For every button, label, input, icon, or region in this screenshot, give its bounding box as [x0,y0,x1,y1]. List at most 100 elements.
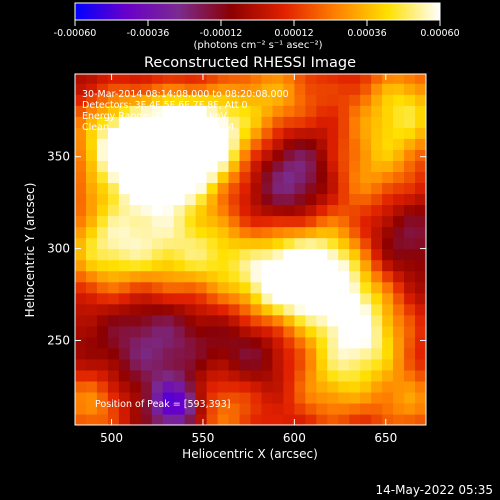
heatmap-cell [338,303,350,316]
heatmap-cell [327,292,339,305]
annotation-algorithm: Clean Total counts: 1.45E+04 [82,122,234,133]
heatmap-cell [294,182,306,195]
heatmap-cell [228,248,241,261]
heatmap-cell [272,303,285,316]
heatmap-cell [327,391,339,404]
heatmap-cell [360,127,372,139]
heatmap-cell [371,116,383,128]
heatmap-cell [250,127,263,139]
heatmap-cell [140,413,153,425]
heatmap-cell [96,336,109,349]
colorbar-tick-label: -0.00036 [127,28,170,39]
heatmap-cell [327,193,339,206]
heatmap-cell [261,259,274,272]
heatmap-cell [173,358,186,371]
heatmap-cell [338,358,350,371]
heatmap-cell [228,116,241,128]
heatmap-cell [118,193,131,206]
heatmap-cell [283,303,295,316]
heatmap-cell [382,237,394,250]
heatmap-cell [195,358,208,371]
heatmap-cell [217,292,230,305]
heatmap-cell [415,303,426,316]
heatmap-cell [140,193,153,206]
heatmap-cell [228,358,241,371]
heatmap-cell [85,138,98,150]
heatmap-cell [371,270,383,283]
heatmap-cell [371,347,383,360]
heatmap-cell [371,314,383,327]
heatmap-cell [129,325,142,338]
heatmap-cell [382,402,394,415]
heatmap-cell [338,402,350,415]
heatmap-cell [173,171,186,184]
heatmap-cell [75,149,87,161]
heatmap-cell [184,74,197,84]
heatmap-cell [162,314,175,327]
heatmap-cell [162,336,175,349]
heatmap-cell [349,193,361,206]
heatmap-cell [283,149,295,161]
heatmap-cell [349,336,361,349]
heatmap-cell [162,325,175,338]
heatmap-cell [382,127,394,139]
heatmap-cell [162,270,175,283]
heatmap-cell [349,94,361,106]
heatmap-cell [173,325,186,338]
heatmap-cell [206,171,219,184]
heatmap-cell [382,391,394,404]
heatmap-cell [195,259,208,272]
heatmap-cell [250,116,263,128]
heatmap-cell [195,347,208,360]
heatmap-cell [162,116,175,128]
heatmap-cell [162,347,175,360]
heatmap-cell [393,336,405,349]
heatmap-cell [338,347,350,360]
heatmap-cell [305,413,317,425]
colorbar: -0.00060 -0.00036 -0.00012 0.00012 0.00036 0.… [54,2,460,51]
heatmap-cell [217,314,230,327]
heatmap-cell [239,325,252,338]
heatmap-cell [151,138,164,150]
heatmap-cell [305,171,317,184]
heatmap-cell [382,182,394,195]
heatmap-cell [96,402,109,415]
heatmap-cell [316,215,328,228]
heatmap-cell [107,149,120,161]
heatmap-cell [261,226,274,239]
heatmap-cell [184,226,197,239]
heatmap-cell [75,182,87,195]
heatmap-cell [184,347,197,360]
heatmap-cell [371,380,383,393]
heatmap-cell [195,83,208,95]
heatmap-cell [151,74,164,84]
heatmap-cell [338,336,350,349]
heatmap-cell [85,171,98,184]
heatmap-cell [250,193,263,206]
x-tick-label: 600 [283,431,306,445]
heatmap-cell [415,259,426,272]
heatmap-cell [360,325,372,338]
heatmap-cell [96,83,109,95]
colorbar-tick-label: 0.00012 [274,28,313,39]
heatmap-cell [151,336,164,349]
heatmap-cell [173,116,186,128]
heatmap-cell [316,171,328,184]
heatmap-cell [239,149,252,161]
heatmap-cell [360,369,372,382]
heatmap-cell [217,149,230,161]
heatmap-cell [272,413,285,425]
heatmap-cell [162,149,175,161]
heatmap-cell [283,83,295,95]
heatmap-cell [393,149,405,161]
heatmap-cell [118,105,131,117]
heatmap-cell [261,83,274,95]
heatmap-cell [162,171,175,184]
heatmap-cell [415,402,426,415]
heatmap-cell [140,237,153,250]
heatmap-cell [173,259,186,272]
heatmap-cell [118,149,131,161]
heatmap-cell [294,193,306,206]
heatmap-cell [195,94,208,106]
